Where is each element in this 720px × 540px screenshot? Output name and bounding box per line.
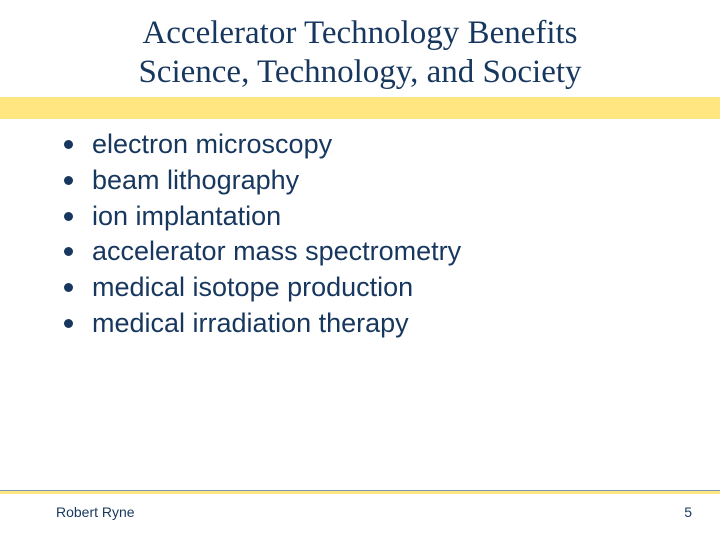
list-item: medical irradiation therapy (60, 307, 660, 341)
list-item-text: ion implantation (92, 201, 281, 231)
bullet-icon (64, 176, 73, 185)
list-item-text: medical isotope production (92, 272, 413, 302)
list-item-text: beam lithography (92, 165, 299, 195)
bullet-list: electron microscopy beam lithography ion… (60, 128, 660, 341)
slide-title: Accelerator Technology Benefits Science,… (0, 14, 720, 92)
footer-divider (0, 490, 720, 494)
list-item: ion implantation (60, 200, 660, 234)
list-item: medical isotope production (60, 271, 660, 305)
bullet-icon (64, 212, 73, 221)
bullet-icon (64, 140, 73, 149)
footer-page-number: 5 (684, 504, 692, 520)
list-item: accelerator mass spectrometry (60, 235, 660, 269)
bullet-icon (64, 283, 73, 292)
bullet-icon (64, 319, 73, 328)
title-line-2: Science, Technology, and Society (138, 54, 581, 90)
list-item: electron microscopy (60, 128, 660, 162)
bullet-icon (64, 247, 73, 256)
list-item-text: medical irradiation therapy (92, 308, 409, 338)
title-underline-stripe (0, 97, 720, 119)
footer-author: Robert Ryne (56, 504, 135, 520)
list-item-text: accelerator mass spectrometry (92, 236, 461, 266)
list-item-text: electron microscopy (92, 129, 332, 159)
body-content: electron microscopy beam lithography ion… (60, 128, 660, 343)
list-item: beam lithography (60, 164, 660, 198)
slide: Accelerator Technology Benefits Science,… (0, 0, 720, 540)
title-line-1: Accelerator Technology Benefits (142, 15, 577, 51)
